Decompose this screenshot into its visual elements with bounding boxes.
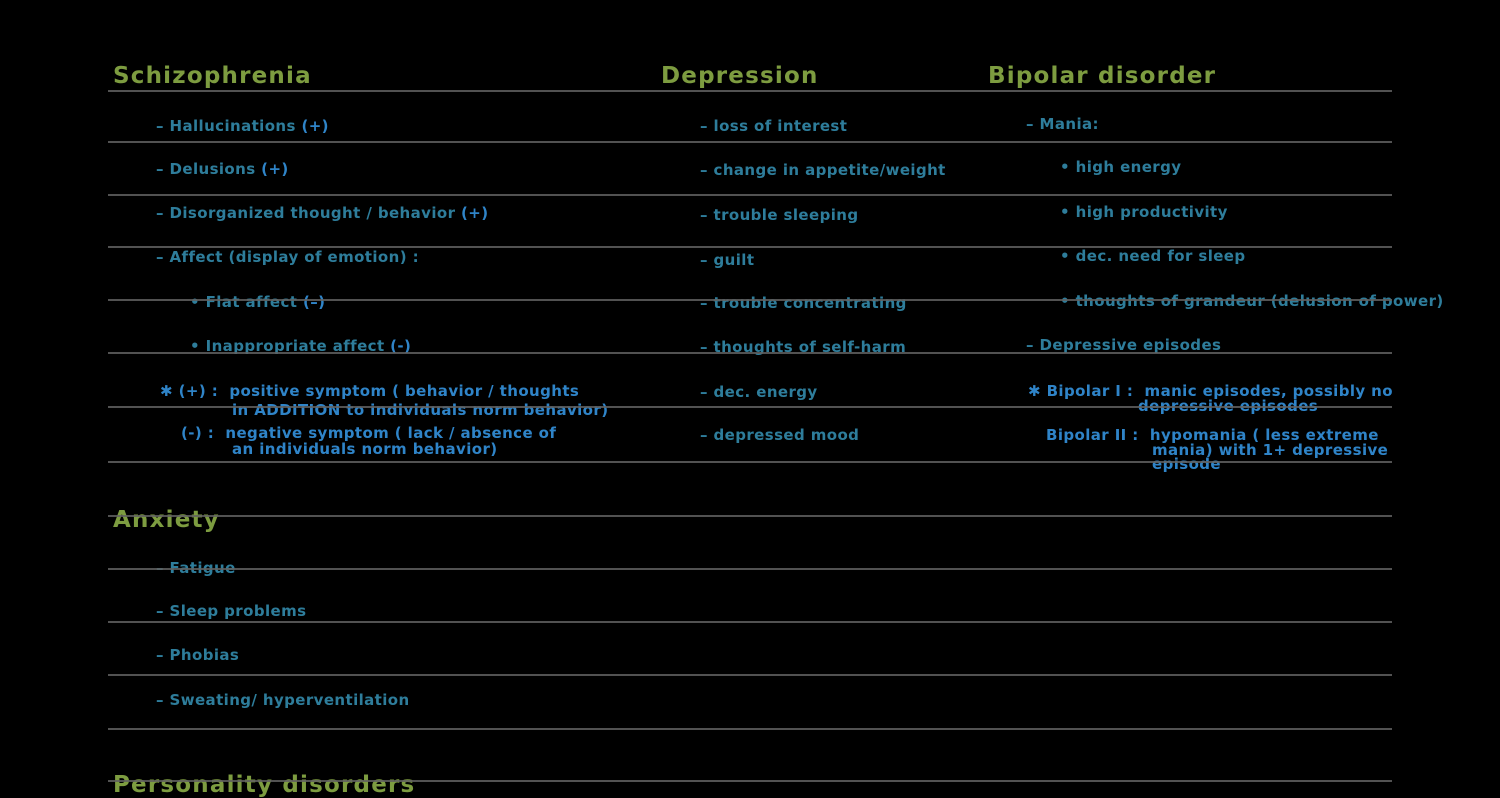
symptom-item: – thoughts of self-harm	[700, 338, 907, 356]
section-title-partial: Personality disorders	[113, 772, 416, 798]
ruled-line	[108, 352, 1392, 354]
symptom-polarity: (+)	[455, 204, 489, 222]
bipolar-type1-line1: ✱ Bipolar I : manic episodes, possibly n…	[1028, 382, 1393, 400]
symptom-item: – Phobias	[156, 646, 240, 664]
legend-negative-line2: an individuals norm behavior)	[232, 440, 498, 458]
legend-negative-line1: (-) : negative symptom ( lack / absence …	[181, 424, 557, 442]
ruled-line	[108, 406, 1392, 408]
legend-positive-line1: ✱ (+) : positive symptom ( behavior / th…	[160, 382, 580, 400]
ruled-line	[108, 780, 1392, 782]
symptom-polarity: (+)	[255, 160, 289, 178]
symptom-text: – Hallucinations	[156, 117, 296, 135]
symptom-item: – Mania:	[1026, 115, 1099, 133]
ruled-line	[108, 299, 1392, 301]
symptom-item: – trouble sleeping	[700, 206, 859, 224]
symptom-item: – Affect (display of emotion) :	[156, 248, 419, 266]
symptom-item: – Hallucinations (+)	[156, 117, 329, 135]
symptom-subitem: • Inappropriate affect (-)	[190, 337, 411, 355]
symptom-item: – dec. energy	[700, 383, 818, 401]
symptom-item: – trouble concentrating	[700, 294, 907, 312]
bipolar-type2-line2: mania) with 1+ depressive	[1152, 441, 1389, 459]
ruled-line	[108, 194, 1392, 196]
symptom-text: • Flat affect	[190, 293, 298, 311]
bipolar-type2-line3: episode	[1152, 455, 1221, 473]
ruled-line	[108, 621, 1392, 623]
symptom-subitem: • high energy	[1060, 158, 1182, 176]
ruled-line	[108, 141, 1392, 143]
ruled-line	[108, 515, 1392, 517]
symptom-text: • Inappropriate affect	[190, 337, 385, 355]
symptom-subitem: • Flat affect (–)	[190, 293, 325, 311]
symptom-text: – Delusions	[156, 160, 256, 178]
ruled-line	[108, 461, 1392, 463]
symptom-polarity: (+)	[295, 117, 329, 135]
section-title-anxiety: Anxiety	[113, 507, 220, 533]
symptom-item: – depressed mood	[700, 426, 860, 444]
symptom-item: – change in appetite/weight	[700, 161, 946, 179]
symptom-item: – Disorganized thought / behavior (+)	[156, 204, 488, 222]
section-title-schizophrenia: Schizophrenia	[113, 63, 312, 89]
symptom-item: – Delusions (+)	[156, 160, 289, 178]
bipolar-type2-line1: Bipolar II : hypomania ( less extreme	[1046, 426, 1379, 444]
symptom-subitem: • dec. need for sleep	[1060, 247, 1246, 265]
symptom-text: – Disorganized thought / behavior	[156, 204, 456, 222]
symptom-subitem: • thoughts of grandeur (delusion of powe…	[1060, 292, 1444, 310]
legend-positive-line2: in ADDITION to individuals norm behavior…	[232, 401, 609, 419]
symptom-item: – Depressive episodes	[1026, 336, 1222, 354]
symptom-polarity: (–)	[297, 293, 326, 311]
ruled-line	[108, 246, 1392, 248]
ruled-line	[108, 568, 1392, 570]
symptom-item: – guilt	[700, 251, 755, 269]
section-title-bipolar: Bipolar disorder	[988, 63, 1217, 89]
symptom-text: – Affect (display of emotion) :	[156, 248, 419, 266]
symptom-item: – Sleep problems	[156, 602, 307, 620]
symptom-item: – loss of interest	[700, 117, 848, 135]
symptom-subitem: • high productivity	[1060, 203, 1228, 221]
ruled-line	[108, 90, 1392, 92]
ruled-line	[108, 728, 1392, 730]
symptom-polarity: (-)	[384, 337, 412, 355]
ruled-line	[108, 674, 1392, 676]
symptom-item: – Sweating/ hyperventilation	[156, 691, 410, 709]
section-title-depression: Depression	[661, 63, 819, 89]
